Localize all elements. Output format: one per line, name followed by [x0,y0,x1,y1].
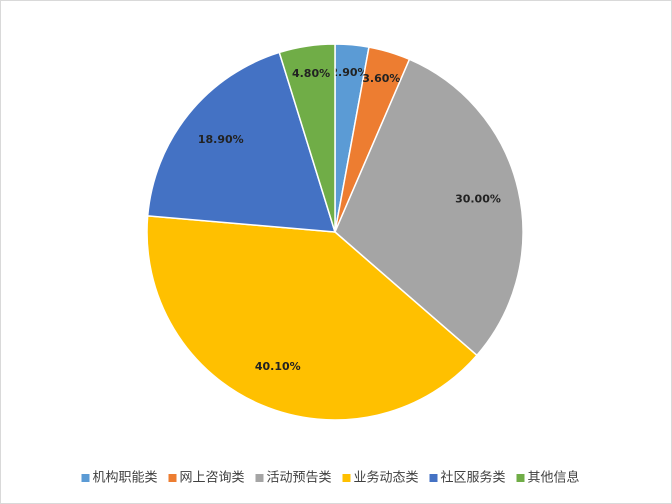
legend-swatch [255,474,264,482]
legend-swatch [168,474,177,482]
legend-label: 社区服务类 [441,470,506,486]
legend-label: 网上咨询类 [180,471,245,486]
legend-label: 机构职能类 [93,471,158,486]
legend-swatch [342,474,351,482]
legend-swatch [516,474,525,482]
legend-label: 业务动态类 [354,470,419,486]
legend-label: 其他信息 [528,470,580,486]
pie-slice [334,58,524,357]
value-label: 40.10% [255,360,301,373]
legend-swatch [429,474,438,482]
legend-swatch [81,474,90,482]
value-label: 4.80% [292,67,330,80]
value-label: 18.90% [198,133,244,146]
value-label: 3.60% [362,72,400,85]
legend-label: 活动预告类 [267,471,332,486]
value-label: 2.90% [330,66,368,79]
pie-slice [278,43,336,233]
value-label: 30.00% [455,192,501,205]
pie-slice [146,51,337,233]
pie-slice [146,215,478,421]
